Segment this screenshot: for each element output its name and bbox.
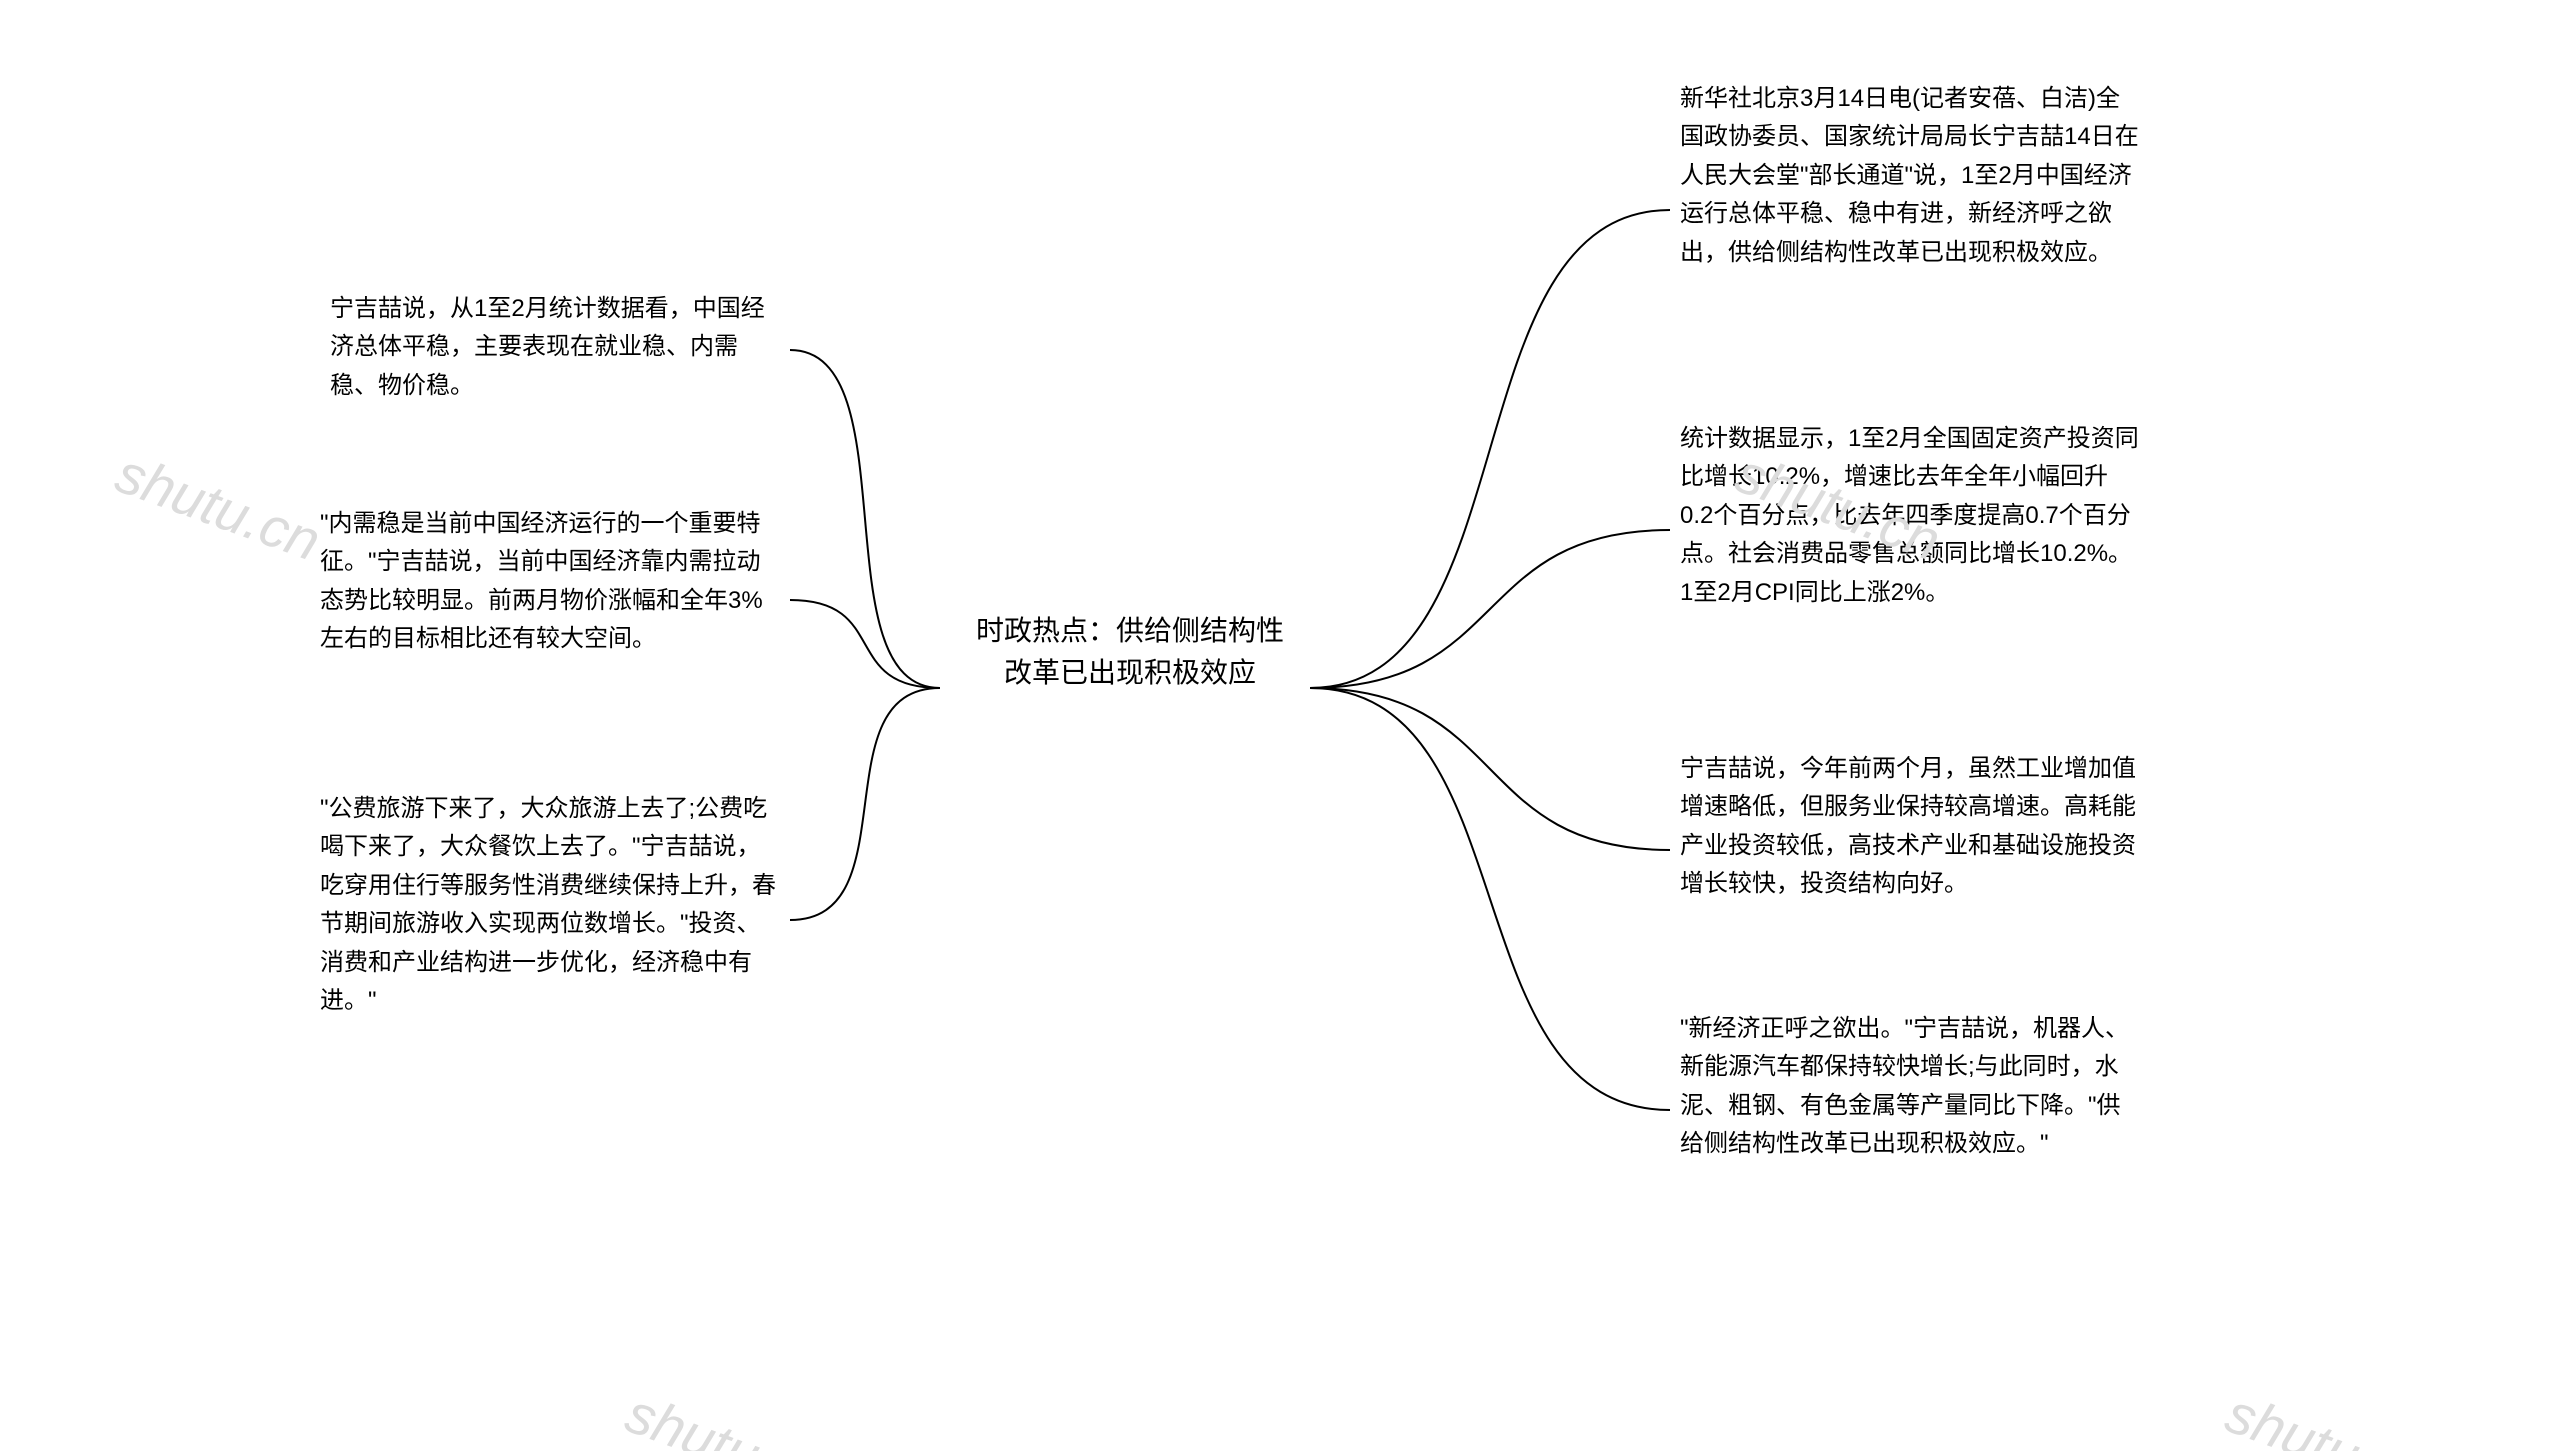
leaf-right-1: 新华社北京3月14日电(记者安蓓、白洁)全国政协委员、国家统计局局长宁吉喆14日… [1680, 80, 2140, 272]
center-line1: 时政热点：供给侧结构性 [976, 615, 1284, 646]
watermark-1: shutu.cn [108, 440, 329, 573]
mindmap-canvas: 时政热点：供给侧结构性 改革已出现积极效应 宁吉喆说，从1至2月统计数据看，中国… [0, 0, 2560, 1451]
leaf-left-1: 宁吉喆说，从1至2月统计数据看，中国经济总体平稳，主要表现在就业稳、内需稳、物价… [330, 290, 780, 405]
leaf-right-3: 宁吉喆说，今年前两个月，虽然工业增加值增速略低，但服务业保持较高增速。高耗能产业… [1680, 750, 2140, 904]
leaf-right-2: 统计数据显示，1至2月全国固定资产投资同比增长10.2%，增速比去年全年小幅回升… [1680, 420, 2140, 612]
center-line2: 改革已出现积极效应 [1004, 657, 1256, 688]
watermark-3: shutu.cn [618, 1380, 839, 1451]
leaf-left-2: "内需稳是当前中国经济运行的一个重要特征。"宁吉喆说，当前中国经济靠内需拉动态势… [320, 505, 780, 659]
leaf-left-3: "公费旅游下来了，大众旅游上去了;公费吃喝下来了，大众餐饮上去了。"宁吉喆说，吃… [320, 790, 780, 1020]
leaf-right-4: "新经济正呼之欲出。"宁吉喆说，机器人、新能源汽车都保持较快增长;与此同时，水泥… [1680, 1010, 2140, 1164]
connector-layer [0, 0, 2560, 1451]
center-node: 时政热点：供给侧结构性 改革已出现积极效应 [950, 610, 1310, 694]
watermark-4: shutu.cn [2218, 1380, 2439, 1451]
